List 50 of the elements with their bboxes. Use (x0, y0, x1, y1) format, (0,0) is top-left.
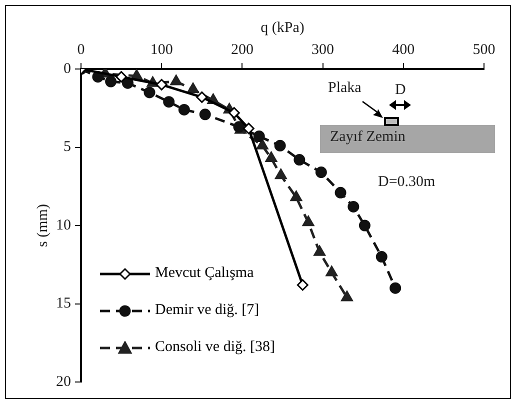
y-tick-label: 20 (56, 374, 71, 390)
point (274, 140, 286, 152)
y-axis-title: s (mm) (34, 204, 51, 247)
point (302, 216, 314, 226)
x-tick-label: 300 (312, 42, 334, 58)
point (294, 154, 306, 166)
point (105, 76, 117, 88)
x-tick-label: 200 (230, 42, 254, 58)
point (116, 71, 128, 83)
y-tick-label: 15 (56, 296, 71, 312)
point (228, 107, 240, 119)
point (376, 251, 388, 263)
annotation: Plaka (328, 80, 362, 97)
legend-label: Demir ve diğ. [7] (155, 302, 260, 319)
point (358, 220, 370, 232)
point (199, 108, 211, 120)
point (187, 82, 199, 94)
annotation: D (395, 82, 406, 99)
y-tick-label: 5 (64, 139, 71, 156)
x-tick-label: 100 (150, 42, 173, 58)
point (341, 290, 353, 302)
point (315, 166, 327, 178)
y-tick-label: 0 (64, 60, 71, 77)
point (178, 104, 190, 116)
point (196, 91, 208, 103)
point (326, 266, 338, 276)
legend-label: Consoli ve diğ. [38] (155, 339, 275, 356)
point (314, 245, 326, 256)
point (156, 78, 168, 90)
point (170, 74, 182, 86)
annotation: Zayıf Zemin (330, 129, 406, 146)
point (290, 190, 302, 202)
point (390, 282, 402, 294)
point (242, 122, 254, 134)
point (274, 168, 287, 180)
point (163, 96, 175, 108)
point (296, 279, 308, 291)
y-tick-label: 10 (56, 217, 71, 234)
annotation: D=0.30m (378, 174, 436, 191)
x-tick-label: 500 (472, 42, 496, 58)
x-tick-label: 0 (77, 42, 85, 58)
x-axis-title: q (kPa) (260, 20, 304, 36)
point (348, 200, 360, 212)
point (144, 86, 156, 98)
point (256, 138, 268, 150)
point (253, 130, 265, 142)
point (334, 186, 346, 198)
legend-label: Mevcut Çalışma (155, 265, 254, 282)
point (265, 151, 278, 162)
x-tick-label: 400 (392, 42, 415, 58)
